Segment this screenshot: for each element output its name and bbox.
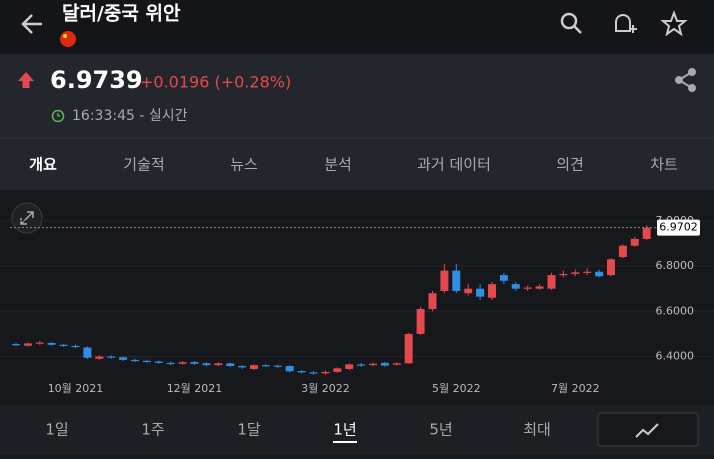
- range-button[interactable]: 1년: [333, 421, 356, 439]
- candle-body: [392, 363, 401, 365]
- range-button[interactable]: 최대: [523, 421, 551, 439]
- favorite-button[interactable]: [660, 10, 688, 37]
- tab[interactable]: 과거 데이터: [417, 156, 491, 174]
- candle-body: [416, 309, 425, 334]
- candle-body: [428, 293, 437, 310]
- candle-body: [440, 270, 449, 291]
- up-arrow: [18, 72, 34, 88]
- candle-body: [95, 356, 104, 359]
- search-button[interactable]: [560, 12, 582, 34]
- candle-body: [499, 275, 508, 281]
- candle-body: [214, 363, 223, 366]
- candle-body: [345, 364, 354, 369]
- price: 6.9739: [50, 66, 143, 94]
- candle-body: [404, 333, 413, 364]
- candle-body: [250, 365, 258, 369]
- quote-panel: [0, 54, 714, 190]
- y-tick-label: 6.8000: [656, 259, 695, 272]
- candle-body: [142, 360, 151, 363]
- candle-body: [309, 372, 318, 374]
- flag-icon: [60, 31, 76, 47]
- candle-body: [226, 363, 235, 367]
- candle-body: [630, 238, 639, 246]
- candle-body: [642, 227, 651, 239]
- candle-body: [107, 356, 116, 358]
- tab[interactable]: 분석: [324, 156, 352, 174]
- candle-body: [618, 245, 627, 258]
- candle-body: [511, 284, 520, 289]
- candle-body: [83, 347, 92, 358]
- candle-body: [357, 364, 366, 366]
- candle-body: [23, 343, 32, 346]
- candle-body: [535, 286, 544, 289]
- tab[interactable]: 차트: [650, 156, 678, 174]
- candle-body: [488, 284, 496, 298]
- candle-body: [154, 361, 163, 363]
- x-tick-label: 5월 2022: [432, 382, 481, 395]
- candle-body: [464, 288, 473, 294]
- candle-body: [571, 272, 580, 274]
- expand-button[interactable]: [11, 202, 43, 234]
- candle-body: [333, 368, 342, 372]
- chart-panel: [0, 190, 714, 405]
- tab[interactable]: 의견: [556, 156, 584, 174]
- title: 달러/중국 위안: [62, 3, 181, 25]
- candle-body: [547, 275, 556, 289]
- app-bar: [0, 0, 714, 54]
- chart-type-button[interactable]: [597, 412, 699, 447]
- tab[interactable]: 개요: [29, 156, 57, 174]
- range-bar: [0, 405, 714, 455]
- candle-body: [190, 361, 199, 364]
- price-label: 6.9702: [659, 221, 698, 234]
- candle-body: [59, 344, 68, 346]
- candle-body: [595, 271, 604, 277]
- candle-body: [583, 271, 592, 273]
- tab[interactable]: 기술적: [123, 156, 164, 174]
- candle-body: [47, 342, 56, 345]
- candle-body: [273, 365, 282, 367]
- candle-body: [166, 362, 175, 365]
- x-tick-label: 10월 2021: [48, 382, 104, 395]
- candle-body: [178, 362, 187, 364]
- candle-body: [238, 366, 247, 368]
- line-chart-icon: [635, 423, 659, 438]
- y-tick-label: 6.6000: [656, 304, 695, 317]
- candle-body: [369, 363, 377, 366]
- alert-button[interactable]: [615, 14, 637, 33]
- candle-body: [71, 345, 80, 348]
- candle-body: [452, 270, 461, 291]
- back-button[interactable]: [21, 14, 42, 34]
- candle-body: [12, 344, 20, 346]
- clock-icon: [51, 109, 65, 123]
- tab[interactable]: 뉴스: [230, 156, 258, 174]
- change: +0.0196 (+0.28%): [140, 73, 291, 92]
- candle-body: [261, 365, 270, 367]
- price-label-box: [657, 219, 700, 236]
- range-button[interactable]: 1주: [141, 421, 164, 439]
- candle-body: [476, 288, 485, 297]
- share-button[interactable]: [675, 68, 696, 92]
- candle-body: [559, 273, 568, 276]
- range-button[interactable]: 1일: [45, 421, 68, 439]
- candle-body: [297, 371, 306, 373]
- candle-body: [523, 287, 532, 289]
- candle-body: [202, 363, 211, 366]
- candle-body: [607, 259, 615, 276]
- candle-body: [380, 362, 389, 366]
- time: 16:33:45 - 실시간: [72, 108, 188, 124]
- range-button[interactable]: 5년: [429, 421, 452, 439]
- x-tick-label: 7월 2022: [551, 382, 600, 395]
- x-tick-label: 12월 2021: [167, 382, 223, 395]
- candle-body: [35, 342, 44, 344]
- range-button[interactable]: 1달: [237, 421, 261, 439]
- candle-body: [131, 359, 139, 362]
- candle-body: [285, 366, 294, 372]
- x-tick-label: 3월 2022: [301, 382, 350, 395]
- y-tick-label: 6.4000: [656, 350, 695, 363]
- candle-body: [321, 371, 330, 374]
- candle-body: [119, 357, 128, 360]
